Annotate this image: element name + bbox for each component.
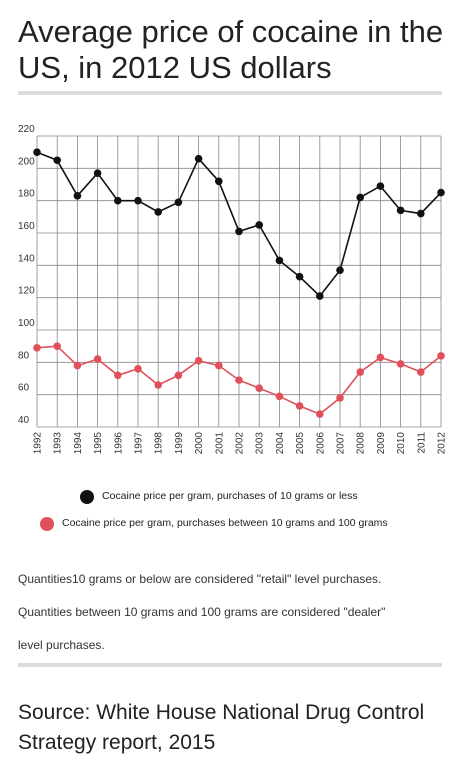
x-tick-label-1999: 1999 — [174, 432, 185, 455]
legend-label-retail: Cocaine price per gram, purchases of 10 … — [102, 490, 358, 502]
data-point-s0-1999 — [174, 198, 183, 207]
data-point-s0-1997 — [134, 196, 142, 205]
data-point-s0-2000 — [194, 154, 203, 163]
x-tick-label-1993: 1993 — [53, 432, 64, 455]
x-tick-label-1995: 1995 — [93, 432, 104, 455]
x-tick-label-2000: 2000 — [194, 432, 205, 455]
x-tick-label-2003: 2003 — [255, 432, 266, 455]
y-tick-label-100: 100 — [18, 318, 35, 329]
data-point-s1-2005 — [295, 402, 304, 410]
data-point-s1-2006 — [316, 410, 324, 418]
x-tick-label-2007: 2007 — [336, 432, 347, 455]
legend-dot-retail — [80, 490, 94, 504]
y-tick-label-160: 160 — [18, 221, 35, 232]
chart-title: Average price of cocaine in the US, in 2… — [18, 14, 444, 85]
data-point-s1-2004 — [275, 392, 284, 401]
data-point-s0-2005 — [295, 272, 304, 281]
data-point-s0-1994 — [73, 192, 82, 200]
title-divider — [18, 91, 442, 95]
data-point-s0-1992 — [33, 148, 41, 156]
line-chart: 40 60 80 100 120 140 160 180 200 220 1992 1993 1994 1… — [18, 124, 448, 455]
legend-dot-dealer — [40, 517, 54, 531]
y-tick-label-60: 60 — [18, 383, 30, 394]
x-tick-label-2005: 2005 — [295, 432, 306, 455]
data-point-s1-1997 — [134, 365, 142, 373]
x-tick-label-1992: 1992 — [33, 432, 44, 455]
x-tick-label-2004: 2004 — [275, 432, 286, 455]
source-divider — [18, 663, 442, 667]
data-point-s1-2009 — [376, 353, 385, 362]
x-tick-label-1998: 1998 — [154, 432, 165, 455]
x-tick-label-2011: 2011 — [416, 432, 427, 454]
data-point-s1-2012 — [437, 352, 445, 360]
data-point-s1-1996 — [114, 371, 122, 380]
data-point-s0-2003 — [255, 221, 263, 229]
data-point-s1-1995 — [93, 355, 102, 363]
data-point-s0-2012 — [437, 188, 445, 197]
y-tick-label-140: 140 — [18, 253, 35, 264]
data-point-s0-1998 — [154, 208, 162, 216]
data-point-s0-2004 — [275, 256, 284, 265]
x-tick-label-2008: 2008 — [356, 432, 367, 455]
x-tick-label-1996: 1996 — [113, 432, 124, 455]
data-point-s1-2007 — [336, 394, 344, 402]
note-dealer-cont: level purchases. — [18, 638, 105, 652]
data-point-s0-2001 — [215, 177, 223, 186]
legend-label-dealer: Cocaine price per gram, purchases betwee… — [62, 517, 388, 529]
data-point-s0-1995 — [93, 169, 102, 177]
data-point-s1-2008 — [356, 368, 365, 376]
data-point-s0-2002 — [235, 227, 243, 236]
x-tick-label-2001: 2001 — [214, 432, 225, 455]
data-point-s0-2006 — [316, 292, 324, 300]
x-tick-label-2010: 2010 — [396, 432, 407, 455]
y-tick-label-220: 220 — [18, 124, 35, 135]
data-point-s0-1993 — [53, 156, 61, 165]
y-tick-label-200: 200 — [18, 156, 35, 167]
data-point-s1-2010 — [396, 360, 405, 368]
note-dealer: Quantities between 10 grams and 100 gram… — [18, 605, 386, 619]
data-point-s1-1999 — [174, 371, 183, 380]
data-point-s1-1992 — [33, 343, 41, 352]
source-text: Source: White House National Drug Contro… — [18, 701, 425, 754]
y-tick-label-80: 80 — [18, 350, 30, 361]
data-point-s0-2008 — [356, 193, 365, 202]
data-point-s1-1993 — [53, 342, 61, 350]
x-tick-label-1997: 1997 — [134, 432, 145, 455]
y-tick-label-40: 40 — [18, 415, 30, 426]
data-point-s1-2011 — [417, 368, 425, 376]
data-point-s0-2010 — [396, 206, 405, 215]
x-tick-label-2006: 2006 — [315, 432, 326, 455]
data-point-s0-2009 — [376, 182, 385, 190]
data-point-s1-1994 — [73, 361, 82, 370]
data-point-s0-1996 — [114, 196, 122, 205]
data-point-s0-2007 — [336, 266, 344, 274]
data-point-s1-2001 — [215, 361, 223, 370]
y-tick-label-180: 180 — [18, 189, 35, 200]
data-point-s0-2011 — [417, 209, 425, 218]
data-point-s1-1998 — [154, 381, 162, 389]
y-tick-label-120: 120 — [18, 286, 35, 297]
x-tick-label-2012: 2012 — [437, 432, 448, 455]
data-point-s1-2000 — [194, 356, 203, 365]
x-tick-label-1994: 1994 — [73, 432, 84, 455]
data-point-s1-2002 — [235, 376, 243, 384]
data-point-s1-2003 — [255, 384, 263, 393]
note-retail: Quantities10 grams or below are consider… — [18, 572, 382, 586]
x-tick-label-2002: 2002 — [235, 432, 246, 455]
x-tick-label-2009: 2009 — [376, 432, 387, 455]
